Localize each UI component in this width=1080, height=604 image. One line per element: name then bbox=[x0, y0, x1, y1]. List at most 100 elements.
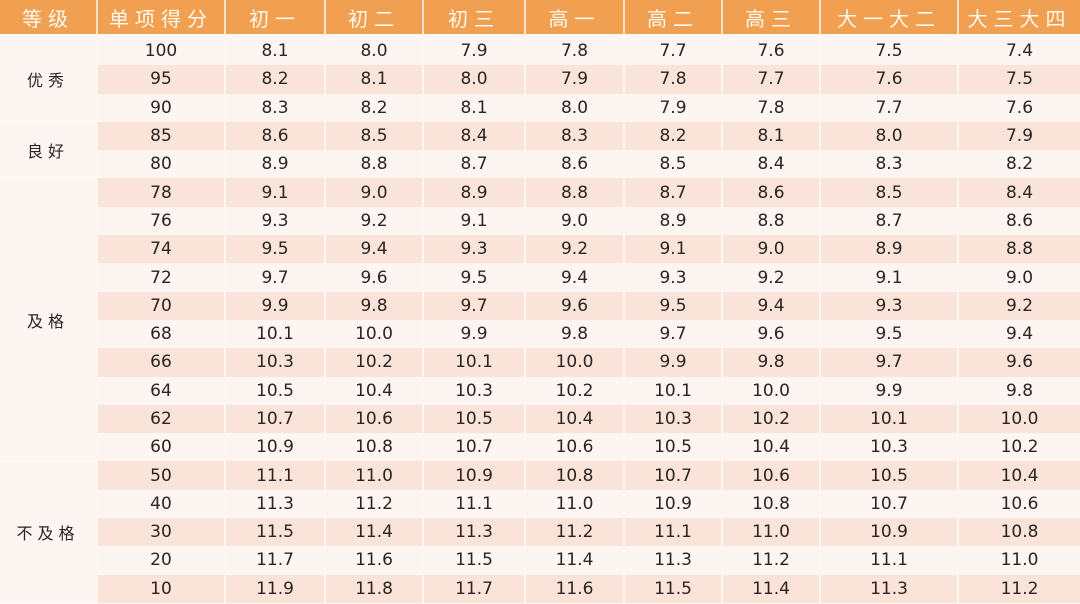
time-cell: 9.1 bbox=[225, 178, 326, 207]
grade-label: 良好 bbox=[0, 121, 98, 180]
table-row: 66 10.3 10.2 10.1 10.0 9.9 9.8 9.7 9.6 bbox=[0, 348, 1080, 377]
time-cell: 10.0 bbox=[722, 376, 821, 405]
time-cell: 9.0 bbox=[525, 206, 625, 236]
time-cell: 11.3 bbox=[423, 518, 526, 547]
table-row: 20 11.7 11.6 11.5 11.4 11.3 11.2 11.1 11.0 bbox=[0, 546, 1080, 575]
column-header: 高一 bbox=[525, 0, 625, 34]
score-cell: 85 bbox=[97, 121, 226, 151]
time-cell: 10.4 bbox=[958, 461, 1080, 490]
time-cell: 11.2 bbox=[525, 518, 625, 547]
time-cell: 10.9 bbox=[820, 518, 959, 547]
header-spacer bbox=[0, 34, 1080, 37]
time-cell: 8.7 bbox=[624, 178, 723, 207]
time-cell: 8.5 bbox=[325, 121, 424, 151]
table-body: 优秀 100 8.1 8.0 7.9 7.8 7.7 7.6 7.5 7.4 95 8.2 8.1 8.0… bbox=[0, 34, 1080, 604]
time-cell: 9.8 bbox=[525, 319, 625, 349]
time-cell: 9.6 bbox=[722, 319, 821, 349]
time-cell: 11.3 bbox=[225, 489, 326, 519]
time-cell: 11.2 bbox=[325, 489, 424, 519]
time-cell: 9.4 bbox=[325, 235, 424, 264]
score-cell: 76 bbox=[97, 206, 226, 236]
time-cell: 9.0 bbox=[325, 178, 424, 207]
time-cell: 9.7 bbox=[820, 348, 959, 377]
time-cell: 10.2 bbox=[525, 376, 625, 405]
table-row: 80 8.9 8.8 8.7 8.6 8.5 8.4 8.3 8.2 bbox=[0, 150, 1080, 179]
grade-label: 优秀 bbox=[0, 37, 98, 123]
time-cell: 8.5 bbox=[624, 150, 723, 179]
score-cell: 100 bbox=[97, 37, 226, 66]
time-cell: 9.0 bbox=[958, 263, 1080, 292]
column-header: 初三 bbox=[423, 0, 526, 34]
time-cell: 8.7 bbox=[423, 150, 526, 179]
time-cell: 7.5 bbox=[958, 65, 1080, 94]
time-cell: 9.7 bbox=[423, 291, 526, 320]
table-row: 10 11.9 11.8 11.7 11.6 11.5 11.4 11.3 11.2 bbox=[0, 574, 1080, 603]
time-cell: 8.2 bbox=[958, 150, 1080, 179]
time-cell: 8.8 bbox=[325, 150, 424, 179]
time-cell: 9.7 bbox=[225, 263, 326, 292]
time-cell: 10.1 bbox=[820, 404, 959, 434]
time-cell: 10.1 bbox=[225, 319, 326, 349]
time-cell: 11.3 bbox=[820, 574, 959, 603]
time-cell: 8.0 bbox=[325, 37, 424, 66]
time-cell: 8.6 bbox=[225, 121, 326, 151]
time-cell: 8.9 bbox=[225, 150, 326, 179]
time-cell: 8.6 bbox=[958, 206, 1080, 236]
time-cell: 11.4 bbox=[325, 518, 424, 547]
table-row: 60 10.9 10.8 10.7 10.6 10.5 10.4 10.3 10.2 bbox=[0, 433, 1080, 462]
time-cell: 8.8 bbox=[722, 206, 821, 236]
time-cell: 8.9 bbox=[423, 178, 526, 207]
time-cell: 9.1 bbox=[423, 206, 526, 236]
time-cell: 11.5 bbox=[423, 546, 526, 575]
time-cell: 10.6 bbox=[722, 461, 821, 490]
time-cell: 9.6 bbox=[958, 348, 1080, 377]
table-row: 62 10.7 10.6 10.5 10.4 10.3 10.2 10.1 10.0 bbox=[0, 404, 1080, 434]
time-cell: 8.5 bbox=[820, 178, 959, 207]
time-cell: 7.8 bbox=[525, 37, 625, 66]
time-cell: 8.7 bbox=[820, 206, 959, 236]
grade-label: 及格 bbox=[0, 178, 98, 463]
time-cell: 9.4 bbox=[722, 291, 821, 320]
time-cell: 10.5 bbox=[423, 404, 526, 434]
time-cell: 9.3 bbox=[624, 263, 723, 292]
time-cell: 9.5 bbox=[624, 291, 723, 320]
time-cell: 9.3 bbox=[423, 235, 526, 264]
column-header: 单项得分 bbox=[97, 0, 226, 34]
time-cell: 8.3 bbox=[525, 121, 625, 151]
time-cell: 7.5 bbox=[820, 37, 959, 66]
time-cell: 10.9 bbox=[624, 489, 723, 519]
time-cell: 7.6 bbox=[958, 93, 1080, 122]
time-cell: 11.4 bbox=[525, 546, 625, 575]
time-cell: 7.4 bbox=[958, 37, 1080, 66]
table-row: 74 9.5 9.4 9.3 9.2 9.1 9.0 8.9 8.8 bbox=[0, 235, 1080, 264]
score-cell: 40 bbox=[97, 489, 226, 519]
time-cell: 11.2 bbox=[722, 546, 821, 575]
score-cell: 90 bbox=[97, 93, 226, 122]
table-row: 64 10.5 10.4 10.3 10.2 10.1 10.0 9.9 9.8 bbox=[0, 376, 1080, 405]
time-cell: 9.1 bbox=[624, 235, 723, 264]
time-cell: 10.7 bbox=[624, 461, 723, 490]
time-cell: 11.0 bbox=[325, 461, 424, 490]
column-header: 高二 bbox=[624, 0, 723, 34]
time-cell: 9.5 bbox=[423, 263, 526, 292]
time-cell: 7.8 bbox=[722, 93, 821, 122]
time-cell: 10.7 bbox=[820, 489, 959, 519]
time-cell: 8.1 bbox=[325, 65, 424, 94]
time-cell: 9.9 bbox=[820, 376, 959, 405]
time-cell: 11.1 bbox=[820, 546, 959, 575]
time-cell: 11.8 bbox=[325, 574, 424, 603]
score-cell: 64 bbox=[97, 376, 226, 405]
grade-label: 不及格 bbox=[0, 461, 98, 604]
time-cell: 9.6 bbox=[325, 263, 424, 292]
time-cell: 10.4 bbox=[325, 376, 424, 405]
time-cell: 9.4 bbox=[958, 319, 1080, 349]
time-cell: 10.3 bbox=[423, 376, 526, 405]
time-cell: 9.3 bbox=[820, 291, 959, 320]
time-cell: 9.9 bbox=[225, 291, 326, 320]
time-cell: 11.6 bbox=[525, 574, 625, 603]
time-cell: 11.2 bbox=[958, 574, 1080, 603]
score-cell: 10 bbox=[97, 574, 226, 603]
time-cell: 9.8 bbox=[958, 376, 1080, 405]
score-cell: 95 bbox=[97, 65, 226, 94]
time-cell: 11.7 bbox=[423, 574, 526, 603]
